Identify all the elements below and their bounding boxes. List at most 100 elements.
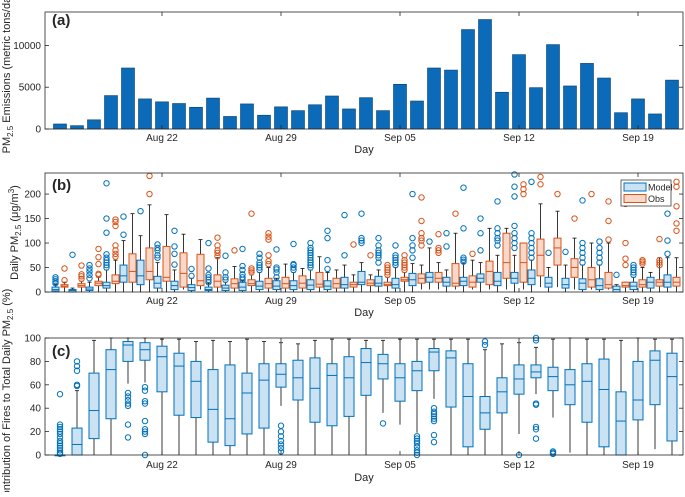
- box: [595, 278, 604, 291]
- box-day-20: [394, 338, 406, 425]
- box-day-8: [190, 341, 202, 455]
- outlier-point: [596, 259, 603, 266]
- outlier-point: [418, 234, 425, 242]
- outlier-point: [520, 185, 527, 193]
- outlier-point: [124, 434, 132, 441]
- outlier-point: [664, 237, 671, 244]
- outlier-point: [95, 245, 102, 253]
- x-tick-label: Sep 05: [384, 133, 416, 144]
- outlier-point: [205, 279, 212, 286]
- box: [428, 348, 440, 372]
- box-day-1: [71, 358, 83, 456]
- box-day-6: [156, 338, 168, 455]
- box: [638, 279, 647, 288]
- outlier-point: [171, 250, 178, 258]
- outlier-point: [494, 242, 501, 249]
- outlier-point: [86, 265, 93, 272]
- bar-aug-28: [257, 114, 271, 130]
- box: [119, 264, 128, 283]
- outlier-point: [112, 222, 119, 230]
- box: [111, 274, 120, 285]
- box: [581, 363, 593, 423]
- model-box-day-9: [204, 239, 213, 292]
- outlier-point: [401, 261, 408, 269]
- outlier-point: [430, 408, 438, 415]
- model-box-day-24: [459, 184, 468, 292]
- outlier-point: [205, 265, 212, 272]
- outlier-point: [95, 270, 102, 278]
- obs-box-day-13: [281, 263, 290, 292]
- obs-box-day-22: [434, 231, 443, 290]
- outlier-point: [124, 396, 132, 404]
- obs-box-day-35: [655, 235, 664, 292]
- box-day-11: [241, 338, 253, 455]
- y-label-pre: Daily PM: [9, 236, 21, 280]
- outlier-point: [171, 261, 178, 268]
- outlier-point: [120, 213, 127, 220]
- model-box-day-8: [187, 265, 196, 292]
- outlier-point: [56, 428, 64, 435]
- outlier-point: [290, 264, 297, 271]
- box: [153, 275, 162, 289]
- box: [139, 342, 151, 361]
- outlier-point: [171, 243, 178, 250]
- outlier-point: [307, 259, 314, 266]
- outlier-point: [239, 274, 246, 281]
- outlier-point: [273, 266, 280, 273]
- bar-sep-16: [580, 63, 594, 130]
- box: [544, 276, 553, 288]
- box: [241, 372, 253, 435]
- axes-frame: [44, 337, 684, 456]
- outlier-point: [56, 442, 64, 449]
- outlier-point: [248, 265, 255, 272]
- outlier-point: [56, 421, 64, 428]
- outlier-point: [409, 190, 416, 198]
- box-day-33: [615, 339, 627, 456]
- outlier-point: [528, 239, 535, 247]
- box: [343, 356, 355, 417]
- outlier-point: [596, 254, 603, 261]
- outlier-point: [124, 400, 132, 407]
- outlier-point: [307, 249, 314, 257]
- box-day-2: [88, 339, 100, 455]
- outlier-point: [256, 250, 263, 258]
- outlier-point: [656, 261, 663, 269]
- box: [292, 359, 304, 401]
- y-tick-label: 100: [24, 334, 41, 345]
- y-label-post: (μg/m: [9, 193, 21, 224]
- model-box-day-14: [289, 240, 298, 292]
- box-day-35: [649, 338, 661, 450]
- outlier-point: [137, 207, 144, 215]
- outlier-point: [481, 338, 489, 345]
- outlier-point: [307, 256, 314, 264]
- box: [247, 279, 256, 287]
- obs-box-day-1: [77, 262, 86, 292]
- outlier-point: [324, 234, 331, 242]
- obs-box-day-8: [196, 239, 205, 290]
- outlier-point: [265, 233, 272, 240]
- box: [122, 341, 134, 362]
- box-day-21: [411, 338, 423, 459]
- box: [309, 357, 321, 423]
- bar-sep-20: [648, 113, 662, 130]
- outlier-point: [307, 261, 314, 269]
- box: [272, 280, 281, 291]
- outlier-point: [273, 269, 280, 276]
- outlier-point: [112, 247, 119, 254]
- outlier-point: [248, 267, 255, 274]
- x-tick-label: Sep 12: [503, 133, 535, 144]
- x-tick-label: Sep 05: [384, 296, 416, 307]
- box: [162, 245, 171, 282]
- model-box-day-32: [595, 238, 604, 292]
- outlier-point: [103, 229, 110, 236]
- box-day-10: [224, 341, 236, 455]
- box: [326, 363, 338, 427]
- outlier-point: [520, 181, 527, 188]
- box: [536, 238, 545, 277]
- outlier-point: [307, 264, 314, 271]
- y-label-end: ): [9, 185, 21, 189]
- model-box-day-26: [493, 198, 502, 292]
- box-day-25: [479, 338, 491, 455]
- outlier-point: [579, 254, 586, 261]
